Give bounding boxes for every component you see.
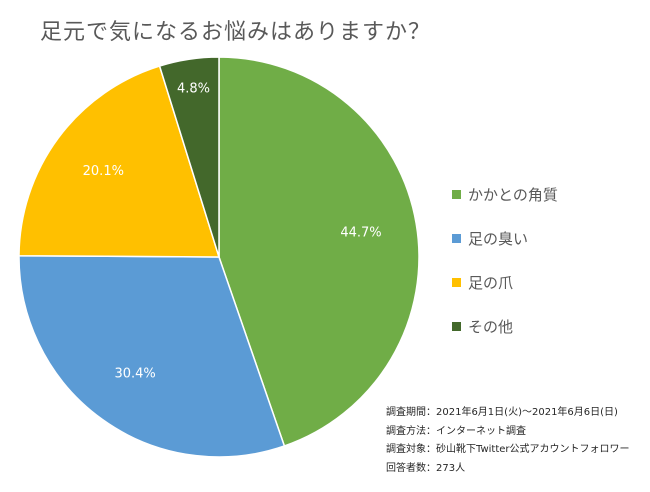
legend-label: かかとの角質 [468,185,558,204]
legend-swatch-kakato [452,189,461,199]
data-label-slice-kakato: 44.7% [340,226,381,241]
legend-item-other: その他 [452,316,632,336]
legend-label: 足の爪 [468,273,514,292]
survey-period: 調査期間：2021年6月1日(火)～2021年6月6日(日) [386,407,618,418]
legend-swatch-odor [452,233,461,243]
slice-kakato [218,56,420,447]
survey-info: 調査期間：2021年6月1日(火)～2021年6月6日(日) 調査方法：インター… [386,404,641,478]
chart-title: 足元で気になるお悩みはありますか？ [40,20,432,45]
pie-slices [18,56,420,458]
slice-other [158,56,220,258]
slice-odor [18,254,286,458]
legend-item-nail: 足の爪 [452,272,632,292]
survey-target: 調査対象：砂山靴下Twitter公式アカウントフォロワー [386,444,630,455]
survey-method: 調査方法：インターネット調査 [386,425,526,437]
pie-data-labels: 44.7% 30.4% 20.1% 4.8% [83,81,382,381]
slice-nail [18,65,221,258]
data-label-slice-nail: 20.1% [83,164,124,179]
legend-label: 足の臭い [468,229,529,248]
legend-label: その他 [468,317,514,336]
data-label-slice-odor: 30.4% [114,367,155,382]
data-label-slice-other: 4.8% [177,81,210,96]
legend-swatch-nail [452,277,461,287]
chart-legend: かかとの角質 足の臭い 足の爪 その他 [452,184,632,360]
legend-item-odor: 足の臭い [452,228,632,248]
legend-item-kakato: かかとの角質 [452,184,632,204]
legend-swatch-other [452,321,461,331]
survey-respondents: 回答者数：273人 [386,462,466,474]
